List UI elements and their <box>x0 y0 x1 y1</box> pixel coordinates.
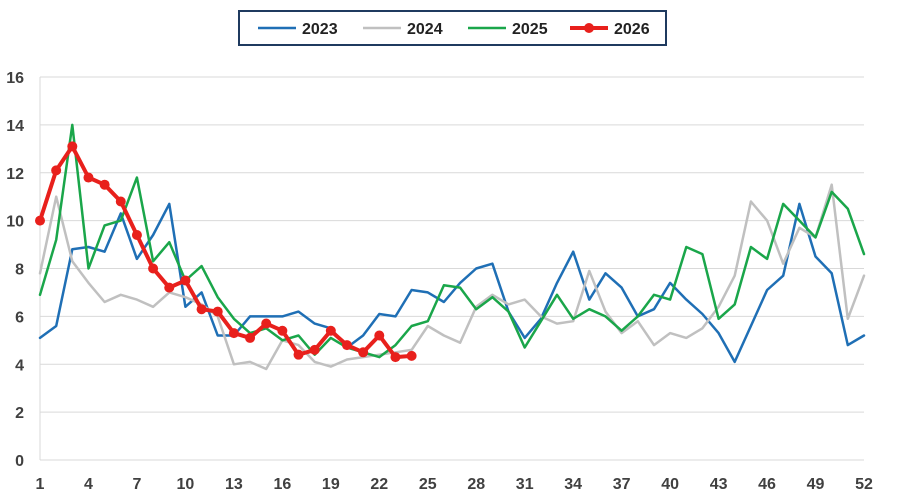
data-point-2026 <box>164 282 175 293</box>
x-tick-label: 40 <box>661 476 679 493</box>
data-point-2026 <box>374 330 385 341</box>
x-tick-label: 37 <box>613 476 631 493</box>
x-tick-label: 4 <box>84 476 93 493</box>
series-2024 <box>38 183 866 371</box>
legend-entry-2024: 2024 <box>363 21 443 38</box>
y-tick-label: 12 <box>6 166 24 183</box>
x-tick-label: 34 <box>564 476 582 493</box>
x-tick-label: 28 <box>467 476 485 493</box>
x-tick-label: 19 <box>322 476 340 493</box>
y-tick-label: 6 <box>15 309 24 326</box>
legend-entry-2026: 2026 <box>570 21 650 38</box>
series-2026 <box>35 141 417 363</box>
gridlines <box>40 76 864 413</box>
data-point-2026 <box>390 352 401 363</box>
data-point-2026 <box>358 347 369 358</box>
data-point-2026 <box>196 304 207 315</box>
x-tick-label: 13 <box>225 476 243 493</box>
y-tick-label: 4 <box>15 357 24 374</box>
data-point-2026 <box>35 215 45 226</box>
data-point-2026 <box>341 340 352 351</box>
legend-entry-2025: 2025 <box>468 21 548 38</box>
x-tick-label: 16 <box>273 476 291 493</box>
data-point-2026 <box>406 350 417 361</box>
legend-label: 2023 <box>302 21 338 38</box>
y-tick-label: 16 <box>6 70 24 87</box>
data-point-2026 <box>115 196 126 207</box>
legend-label: 2024 <box>407 21 443 38</box>
x-tick-label: 49 <box>807 476 825 493</box>
data-point-2026 <box>131 229 142 240</box>
data-point-2026 <box>277 325 288 336</box>
x-tick-label: 1 <box>36 476 45 493</box>
series-2025 <box>38 123 866 359</box>
x-tick-label: 25 <box>419 476 437 493</box>
y-tick-label: 8 <box>15 262 24 279</box>
legend-label: 2026 <box>614 21 650 38</box>
y-tick-label: 0 <box>15 453 24 470</box>
data-point-2026 <box>51 165 62 176</box>
legend-marker <box>584 23 594 33</box>
data-point-2026 <box>67 141 78 152</box>
data-point-2026 <box>261 318 272 329</box>
legend-entry-2023: 2023 <box>258 21 338 38</box>
x-tick-label: 52 <box>855 476 873 493</box>
data-point-2026 <box>309 344 320 355</box>
data-point-2026 <box>293 349 304 360</box>
series-line-2024 <box>38 183 866 371</box>
y-tick-label: 14 <box>6 118 24 135</box>
data-point-2026 <box>99 179 110 190</box>
x-tick-label: 7 <box>132 476 141 493</box>
x-tick-label: 10 <box>177 476 195 493</box>
series-2023 <box>38 202 866 364</box>
legend: 2023 2024 2025 2026 <box>238 10 667 46</box>
x-tick-label: 46 <box>758 476 776 493</box>
series-line-2023 <box>38 202 866 364</box>
data-point-2026 <box>180 275 191 286</box>
y-tick-label: 2 <box>15 405 24 422</box>
data-point-2026 <box>325 325 336 336</box>
y-tick-label: 10 <box>6 214 24 231</box>
data-point-2026 <box>83 172 94 183</box>
plot-area <box>35 123 866 371</box>
x-tick-label: 43 <box>710 476 728 493</box>
x-tick-label: 31 <box>516 476 534 493</box>
data-point-2026 <box>212 306 223 317</box>
data-point-2026 <box>245 332 256 343</box>
x-axis-ticks: 1 4 7 10 13 16 19 22 25 28 31 34 37 40 43 46 49 52 <box>36 476 873 493</box>
series-line-2025 <box>38 123 866 359</box>
x-tick-label: 22 <box>370 476 388 493</box>
data-point-2026 <box>228 328 239 339</box>
y-axis-ticks: 0 2 4 6 8 10 12 14 16 <box>6 70 24 470</box>
legend-label: 2025 <box>512 21 548 38</box>
data-point-2026 <box>148 263 159 274</box>
